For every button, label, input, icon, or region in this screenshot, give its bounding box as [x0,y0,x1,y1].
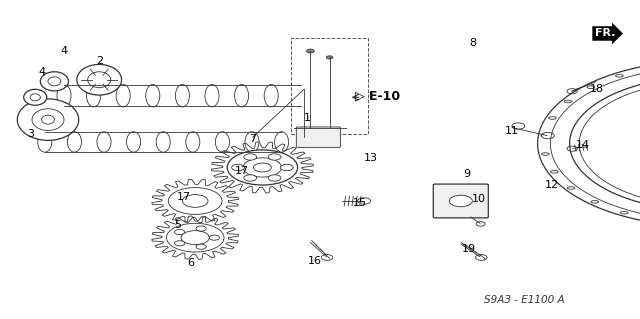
Ellipse shape [205,85,219,107]
Ellipse shape [168,188,222,214]
Ellipse shape [280,164,293,171]
Ellipse shape [564,100,572,103]
Ellipse shape [541,132,554,139]
Text: 7: 7 [249,134,257,144]
Ellipse shape [86,85,100,107]
Ellipse shape [232,164,244,171]
Text: 17: 17 [177,192,191,202]
Ellipse shape [175,85,189,107]
Ellipse shape [587,86,595,88]
Text: ▷ E-10: ▷ E-10 [355,89,401,102]
Ellipse shape [67,132,81,152]
Bar [291,38,368,134]
Ellipse shape [268,154,281,160]
Ellipse shape [186,132,200,152]
Ellipse shape [244,175,257,181]
Text: 19: 19 [462,244,476,255]
Ellipse shape [264,85,278,107]
Text: 11: 11 [505,126,519,136]
Text: 10: 10 [472,194,486,204]
Text: 5: 5 [175,220,181,230]
Ellipse shape [175,229,185,234]
Ellipse shape [512,123,525,129]
FancyBboxPatch shape [433,184,488,218]
Ellipse shape [253,163,271,172]
Ellipse shape [116,85,131,107]
FancyBboxPatch shape [296,127,340,147]
Ellipse shape [449,195,472,207]
Text: FR.: FR. [595,28,615,39]
Ellipse shape [175,241,185,246]
Ellipse shape [275,132,289,152]
Ellipse shape [42,115,54,124]
Ellipse shape [40,72,68,91]
Ellipse shape [591,201,598,203]
Text: 4: 4 [60,46,68,56]
Ellipse shape [215,132,229,152]
Ellipse shape [476,222,485,226]
Ellipse shape [358,198,371,204]
Ellipse shape [181,231,209,245]
Ellipse shape [57,85,71,107]
Ellipse shape [227,150,298,185]
Text: 13: 13 [364,153,378,163]
Text: 6: 6 [188,258,194,268]
Text: S9A3 - E1100 A: S9A3 - E1100 A [484,295,565,305]
Ellipse shape [616,75,623,77]
Ellipse shape [321,255,333,260]
Text: 16: 16 [308,256,322,266]
Ellipse shape [567,187,575,189]
Ellipse shape [24,89,47,105]
Ellipse shape [541,135,548,137]
Ellipse shape [88,72,111,88]
Ellipse shape [17,99,79,140]
Ellipse shape [77,64,122,95]
Ellipse shape [567,89,577,94]
Text: 8: 8 [468,38,476,48]
Ellipse shape [234,85,248,107]
Ellipse shape [294,85,308,107]
Ellipse shape [166,223,224,252]
Text: 2: 2 [95,56,103,66]
Ellipse shape [97,132,111,152]
Text: 4: 4 [38,67,45,77]
Text: 1: 1 [304,113,310,123]
Ellipse shape [146,85,160,107]
Ellipse shape [245,132,259,152]
Ellipse shape [620,211,628,214]
Ellipse shape [196,226,206,231]
Ellipse shape [541,153,549,155]
Ellipse shape [307,49,314,53]
Ellipse shape [550,170,558,173]
Ellipse shape [38,132,52,152]
Text: 3: 3 [28,129,34,139]
Ellipse shape [243,158,282,177]
Ellipse shape [32,109,64,130]
Ellipse shape [548,117,556,119]
Ellipse shape [209,235,220,240]
Ellipse shape [30,94,40,101]
Ellipse shape [244,154,257,160]
Ellipse shape [196,244,206,249]
Ellipse shape [476,255,487,260]
Ellipse shape [48,77,61,86]
Ellipse shape [182,195,208,207]
Ellipse shape [268,175,281,181]
Text: 9: 9 [463,169,471,179]
Text: 12: 12 [545,180,559,190]
Text: 15: 15 [353,197,367,208]
Ellipse shape [567,146,577,151]
Text: 14: 14 [575,140,589,150]
Text: 18: 18 [590,84,604,94]
Ellipse shape [326,56,333,59]
Text: 17: 17 [235,166,249,176]
Ellipse shape [156,132,170,152]
Ellipse shape [127,132,141,152]
